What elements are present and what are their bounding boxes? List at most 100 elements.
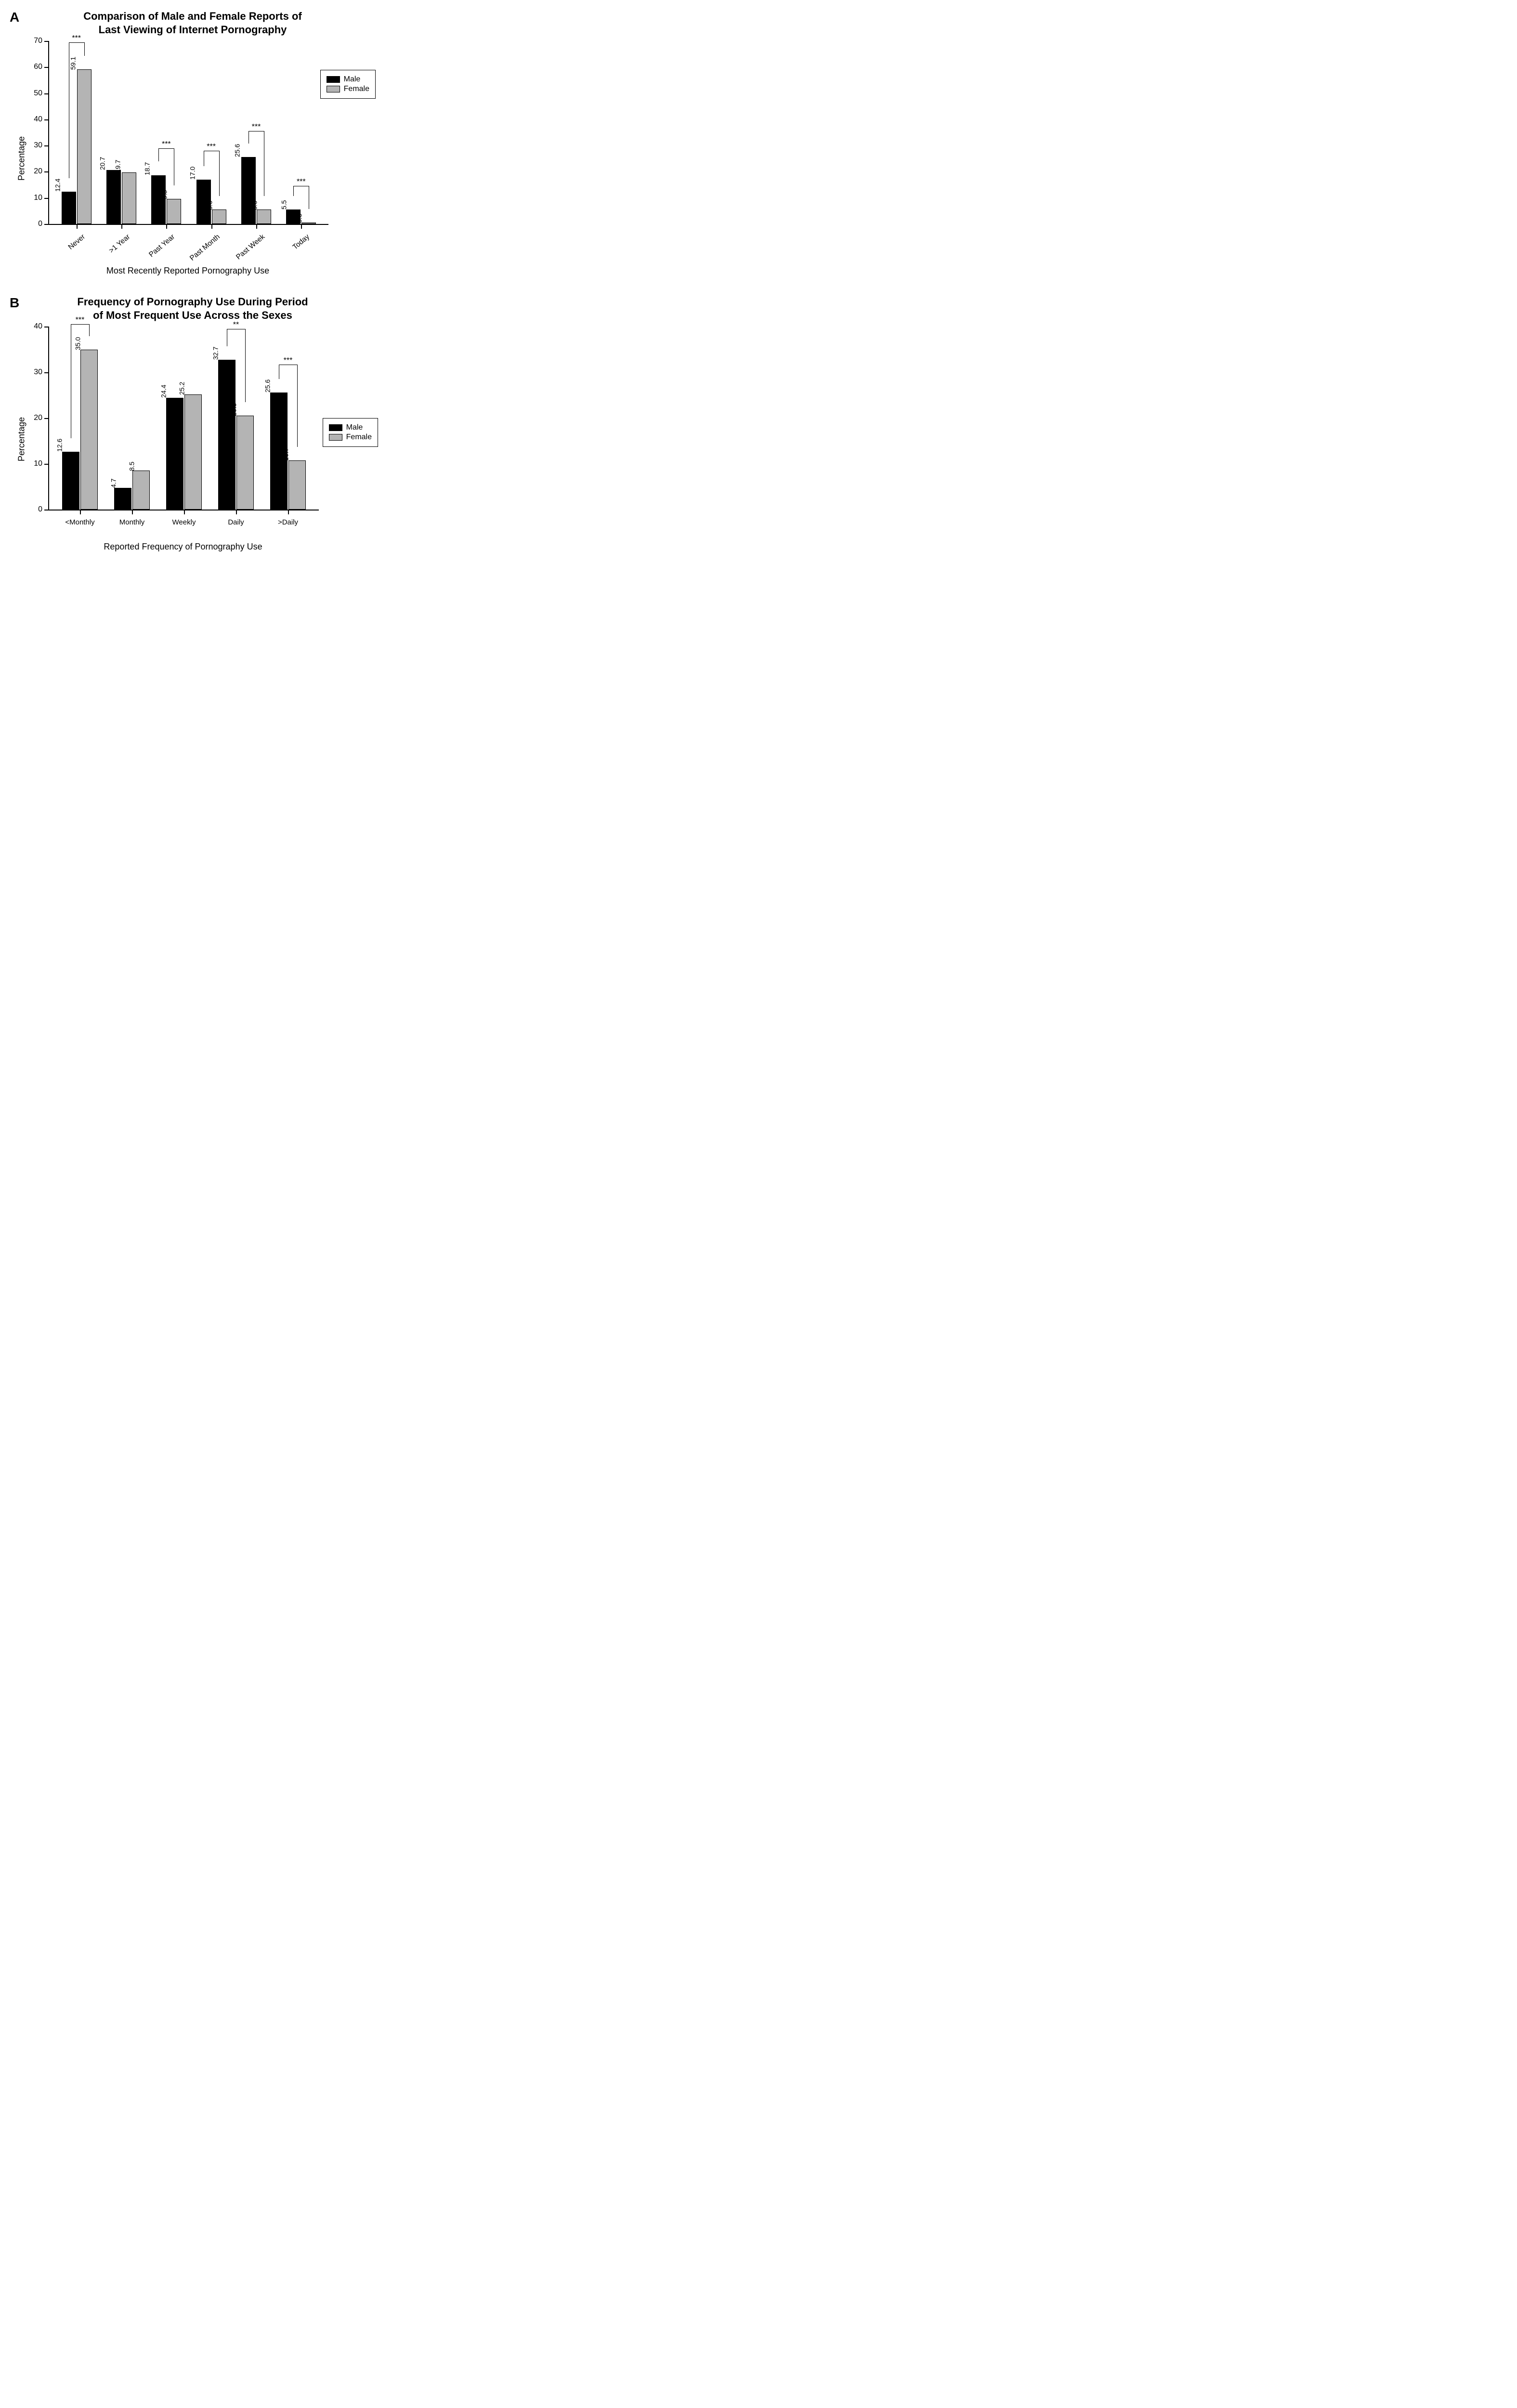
bar-female: 0.6 (301, 222, 316, 224)
x-tick (80, 510, 81, 514)
legend-row-male: Male (327, 75, 369, 84)
y-tick-label: 10 (34, 459, 49, 468)
bar-value-label: 35.0 (74, 337, 82, 350)
bar-value-label: 19.7 (114, 160, 122, 173)
bar-male: 4.7 (114, 488, 131, 510)
bar-value-label: 18.7 (144, 162, 152, 175)
x-tick (77, 224, 78, 229)
bar-group: 32.720.5Daily** (210, 327, 262, 510)
significance-stars: *** (252, 123, 261, 131)
x-tick (184, 510, 185, 514)
y-tick-label: 30 (34, 141, 49, 150)
y-tick-label: 10 (34, 194, 49, 202)
bar-female: 10.7 (288, 460, 306, 510)
legend-label-male: Male (346, 423, 363, 432)
bar-group: 25.65.6Past Week*** (234, 41, 278, 224)
x-tick-label: Monthly (119, 518, 145, 526)
y-tick-label: 50 (34, 89, 49, 98)
bar-female: 19.7 (122, 172, 136, 224)
bar-value-label: 25.2 (178, 381, 186, 394)
bar-value-label: 5.5 (280, 200, 289, 209)
x-tick (236, 510, 237, 514)
y-tick-label: 20 (34, 167, 49, 176)
panel-b-plot: 12.635.0<Monthly***4.78.5Monthly24.4 25.2… (48, 327, 319, 510)
bar-value-label: 25.6 (233, 144, 242, 157)
y-tick-label: 40 (34, 322, 49, 331)
bar-value-label: 0.6 (296, 213, 304, 222)
y-tick-label: 40 (34, 115, 49, 124)
bar-group: 12.459.1Never*** (54, 41, 99, 224)
bar-group: 24.425.2Weekly (158, 327, 210, 510)
panel-b-xlabel: Reported Frequency of Pornography Use (48, 542, 318, 552)
bar-female: 35.0 (80, 350, 98, 510)
x-tick (132, 510, 133, 514)
x-tick-label: Past Year (147, 233, 176, 259)
legend-row-female: Female (327, 85, 369, 93)
bar-group: 5.50.6Today*** (279, 41, 324, 224)
bar-group: 18.79.5Past Year*** (144, 41, 189, 224)
bar-male: 12.4 (62, 192, 76, 224)
x-tick-label: <Monthly (65, 518, 94, 526)
bar-female: 25.2 (184, 394, 202, 510)
panel-b-bars: 12.635.0<Monthly***4.78.5Monthly24.4 25.2… (49, 327, 319, 510)
bar-male: 25.6 (241, 157, 256, 224)
x-tick-label: Today (291, 233, 312, 251)
panel-b-ylabel: Percentage (17, 417, 27, 461)
legend-swatch-female (329, 434, 342, 441)
bar-value-label: 24.4 (159, 385, 168, 398)
x-tick-label: Past Week (235, 233, 266, 261)
bar-value-label: 59.1 (69, 57, 78, 70)
significance-stars: *** (284, 357, 293, 365)
panel-b: B Frequency of Pornography Use During Pe… (10, 295, 376, 552)
y-tick-label: 60 (34, 63, 49, 71)
panel-a-bars: 12.459.1Never***20.719.7>1 Year18.79.5Pa… (49, 41, 328, 224)
bar-group: 12.635.0<Monthly*** (54, 327, 106, 510)
y-tick-label: 20 (34, 414, 49, 422)
bar-value-label: 5.6 (206, 200, 214, 209)
bar-value-label: 4.7 (109, 479, 118, 488)
bar-value-label: 8.5 (128, 462, 136, 471)
bar-value-label: 17.0 (188, 166, 197, 179)
y-tick-label: 0 (38, 505, 49, 514)
legend-label-male: Male (344, 75, 361, 84)
x-tick (166, 224, 167, 229)
bar-female: 8.5 (132, 471, 150, 510)
bar-value-label: 5.6 (250, 200, 259, 209)
bar-value-label: 10.7 (282, 448, 290, 461)
bar-value-label: 12.4 (53, 178, 62, 191)
x-tick (288, 510, 289, 514)
x-tick (121, 224, 122, 229)
bar-male: 20.7 (106, 170, 121, 224)
bar-group: 4.78.5Monthly (106, 327, 158, 510)
legend-swatch-male (329, 424, 342, 431)
x-tick (211, 224, 212, 229)
panel-a-label: A (10, 10, 19, 25)
significance-stars: *** (207, 143, 216, 151)
bar-male: 18.7 (151, 175, 166, 224)
legend-row-female: Female (329, 433, 372, 442)
bar-male: 12.6 (62, 452, 79, 510)
bar-female: 5.6 (257, 209, 271, 224)
bar-group: 20.719.7>1 Year (99, 41, 144, 224)
bar-value-label: 25.6 (263, 380, 272, 393)
panel-b-title: Frequency of Pornography Use During Peri… (10, 295, 376, 322)
x-tick-label: Weekly (172, 518, 196, 526)
significance-stars: ** (233, 321, 239, 329)
panel-a-ylabel: Percentage (17, 136, 27, 181)
x-tick-label: Daily (228, 518, 244, 526)
significance-stars: *** (162, 141, 171, 148)
bar-male: 32.7 (218, 360, 235, 510)
bar-value-label: 12.6 (55, 439, 64, 452)
bar-female: 9.5 (167, 199, 181, 224)
bar-value-label: 32.7 (211, 347, 220, 360)
panel-a: A Comparison of Male and Female Reports … (10, 10, 376, 276)
x-tick-label: >Daily (278, 518, 298, 526)
significance-stars: *** (297, 178, 306, 186)
panel-a-chart-area: Male Female Percentage 12.459.1Never***2… (48, 41, 376, 276)
panel-b-legend: Male Female (323, 418, 378, 447)
bar-female: 20.5 (236, 416, 254, 510)
legend-row-male: Male (329, 423, 372, 432)
legend-label-female: Female (346, 433, 372, 442)
bar-female: 59.1 (77, 69, 92, 224)
figure: A Comparison of Male and Female Reports … (10, 10, 376, 552)
